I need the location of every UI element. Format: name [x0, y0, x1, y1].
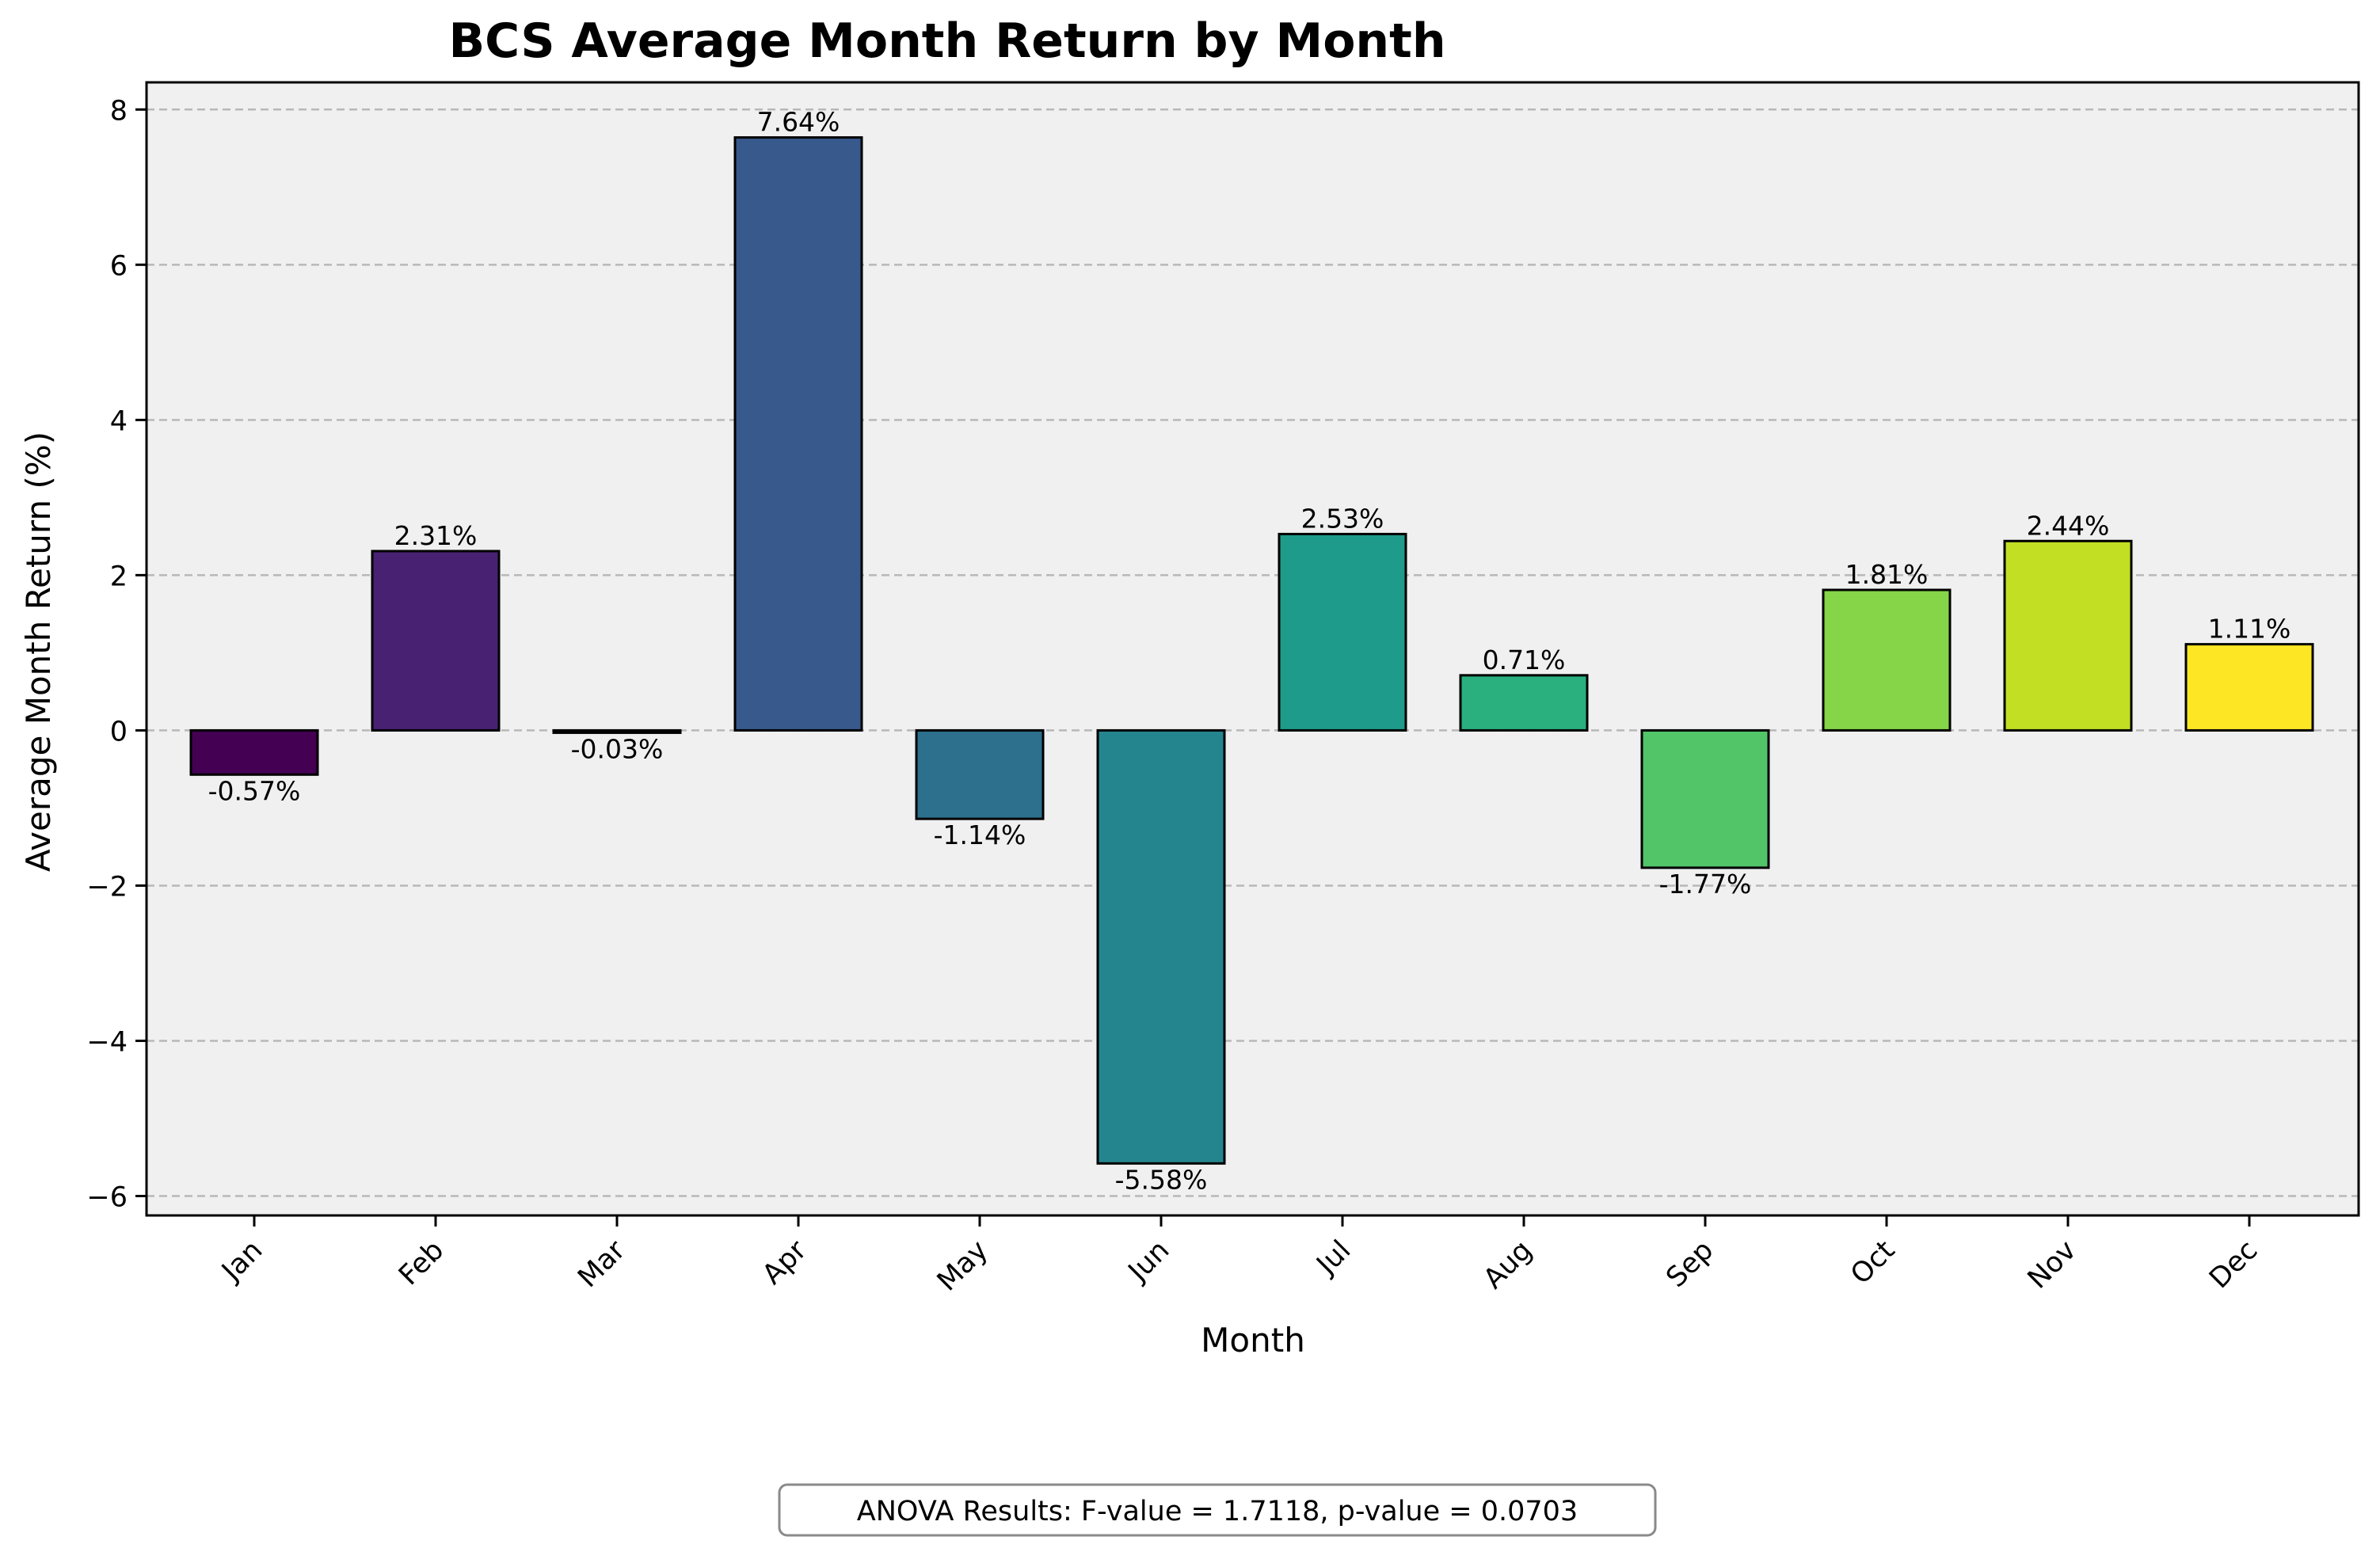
y-tick-label: 8 [110, 95, 128, 127]
bar-dec [2184, 643, 2314, 732]
bar-jul [1278, 532, 1407, 732]
value-label-aug: 0.71% [1483, 645, 1566, 675]
y-tick-label: 6 [110, 250, 128, 282]
x-axis-label: Month [1201, 1321, 1305, 1360]
x-tick-label-nov: Nov [2022, 1234, 2083, 1295]
value-label-may: -1.14% [934, 820, 1026, 850]
value-label-nov: 2.44% [2027, 510, 2110, 541]
y-axis-ticks: −6 −4 −2 0 2 4 6 8 [86, 95, 147, 1213]
value-label-sep: -1.77% [1659, 869, 1752, 900]
bar-nov [2003, 539, 2133, 732]
bars [189, 136, 2314, 1165]
y-tick-label: 2 [110, 561, 128, 592]
value-label-feb: 2.31% [394, 520, 478, 551]
y-tick-label: −6 [86, 1181, 128, 1213]
bar-jan [189, 728, 319, 776]
value-label-jan: -0.57% [208, 775, 301, 806]
value-label-apr: 7.64% [757, 107, 840, 138]
bar-mar [552, 728, 682, 734]
plot-frame [145, 81, 2360, 1217]
x-tick-label-may: May [931, 1234, 994, 1297]
chart-title: BCS Average Month Return by Month [448, 13, 1445, 69]
bar-aug [1459, 674, 1589, 732]
plot-area [147, 82, 2359, 1215]
x-tick-label-oct: Oct [1845, 1234, 1901, 1291]
bar-sep [1640, 728, 1770, 869]
x-tick-label-jun: Jun [1121, 1234, 1175, 1288]
value-label-jun: -5.58% [1115, 1164, 1208, 1195]
x-axis-ticks: Jan Feb Mar Apr May Jun Jul Aug Sep Oct Nov Dec [215, 1215, 2264, 1298]
annotation-box [778, 1483, 1657, 1537]
x-tick-label-sep: Sep [1660, 1234, 1719, 1294]
bar-feb [371, 550, 501, 732]
value-label-dec: 1.11% [2208, 614, 2291, 645]
x-tick-label-aug: Aug [1478, 1234, 1539, 1295]
y-tick-label: 4 [110, 405, 128, 437]
gridlines [147, 108, 2359, 1197]
y-tick-label: −2 [86, 871, 128, 903]
x-tick-label-apr: Apr [756, 1234, 813, 1291]
value-label-jul: 2.53% [1301, 503, 1384, 534]
bar-oct [1822, 588, 1952, 732]
x-tick-label-feb: Feb [393, 1234, 450, 1291]
bar-may [915, 728, 1045, 820]
bar-apr [733, 136, 863, 732]
annotation-text: ANOVA Results: F-value = 1.7118, p-value… [857, 1496, 1578, 1527]
x-tick-label-jul: Jul [1310, 1234, 1358, 1282]
value-label-oct: 1.81% [1845, 559, 1929, 590]
y-tick-label: 0 [110, 716, 128, 747]
value-label-mar: -0.03% [571, 733, 664, 764]
bar-jun [1096, 728, 1226, 1165]
anova-annotation: ANOVA Results: F-value = 1.7118, p-value… [778, 1483, 1657, 1537]
y-axis-label: Average Month Return (%) [19, 432, 58, 872]
y-tick-label: −4 [86, 1026, 128, 1058]
value-labels: -0.57% 2.31% -0.03% 7.64% -1.14% -5.58% 2.53% 0… [208, 107, 2291, 1196]
x-tick-label-jan: Jan [215, 1234, 269, 1288]
x-tick-label-mar: Mar [572, 1234, 631, 1294]
x-tick-label-dec: Dec [2203, 1234, 2264, 1295]
